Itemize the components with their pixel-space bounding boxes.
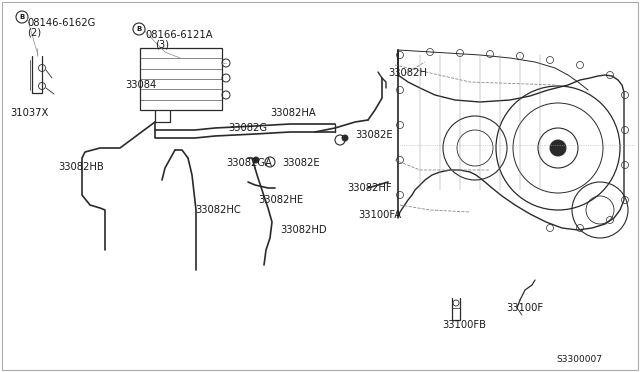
Text: 33084: 33084 [125, 80, 156, 90]
Circle shape [253, 157, 259, 163]
Bar [140, 48, 222, 110]
Text: 33100F: 33100F [506, 303, 543, 313]
Circle shape [342, 135, 348, 141]
Circle shape [550, 140, 566, 156]
Text: 33082HD: 33082HD [280, 225, 326, 235]
Text: 33082HC: 33082HC [195, 205, 241, 215]
Text: 33082HB: 33082HB [58, 162, 104, 172]
Text: B: B [19, 14, 24, 20]
Text: 33082HE: 33082HE [258, 195, 303, 205]
Text: 33082HF: 33082HF [347, 183, 392, 193]
Text: 33100FA: 33100FA [358, 210, 401, 220]
Text: B: B [136, 26, 141, 32]
Text: 33082E: 33082E [282, 158, 319, 168]
Text: 08166-6121A: 08166-6121A [145, 30, 212, 40]
Text: 33082GA: 33082GA [226, 158, 272, 168]
Text: 33082E: 33082E [355, 130, 392, 140]
Text: 33082G: 33082G [228, 123, 267, 133]
Text: 33082H: 33082H [388, 68, 427, 78]
Text: 08146-6162G: 08146-6162G [27, 18, 95, 28]
Text: S3300007: S3300007 [556, 355, 602, 364]
Text: 33082HA: 33082HA [270, 108, 316, 118]
Text: (3): (3) [155, 39, 169, 49]
Text: 33100FB: 33100FB [442, 320, 486, 330]
Text: (2): (2) [27, 27, 41, 37]
Text: 31037X: 31037X [10, 108, 49, 118]
